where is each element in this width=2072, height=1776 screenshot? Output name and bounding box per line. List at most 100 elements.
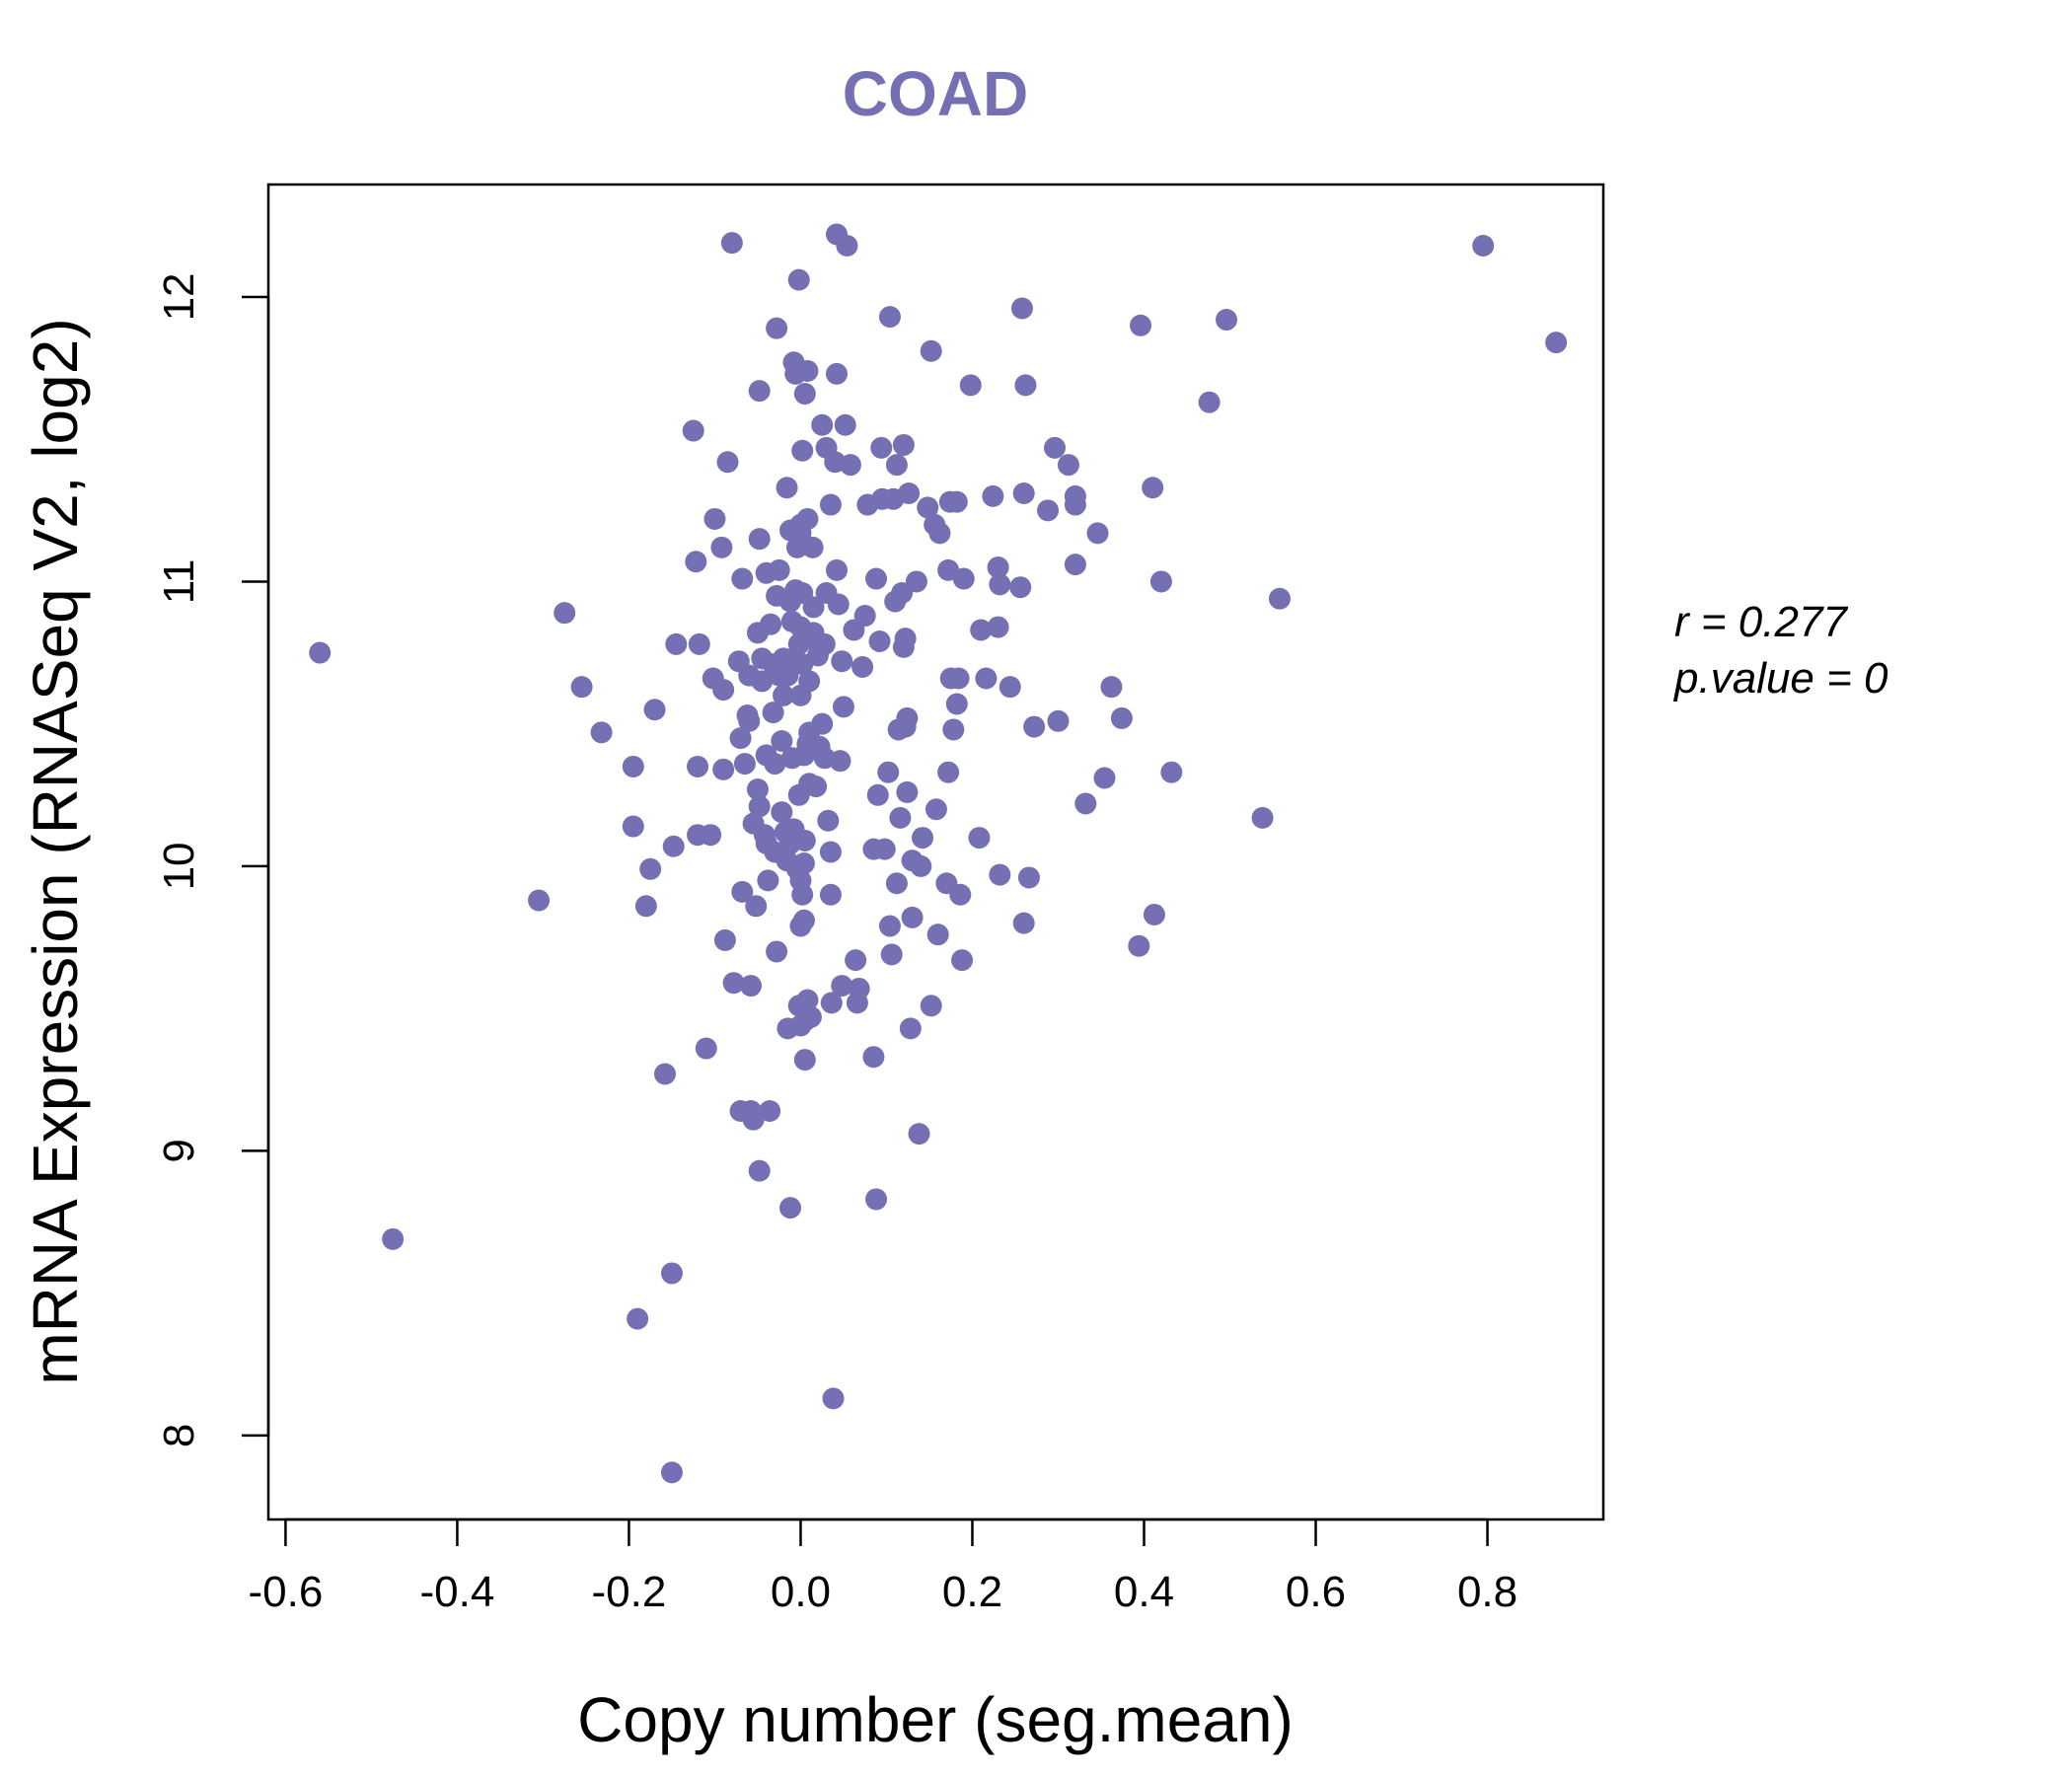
data-point [759, 1100, 781, 1123]
data-point [787, 268, 810, 291]
data-point [687, 755, 709, 777]
data-point [1545, 332, 1568, 354]
y-axis: 8 9 10 11 12 [155, 272, 270, 1447]
data-point [817, 809, 840, 832]
data-point [762, 702, 784, 724]
data-point [885, 454, 908, 477]
data-point [738, 709, 761, 732]
data-point [1251, 806, 1274, 829]
data-point [1012, 912, 1035, 934]
data-point [877, 761, 900, 783]
data-point [1057, 454, 1079, 477]
data-point [682, 419, 704, 442]
data-point [873, 838, 896, 860]
data-point [528, 889, 551, 912]
data-point [892, 433, 915, 456]
data-point [660, 1461, 683, 1484]
x-tick-label: -0.6 [248, 1568, 323, 1616]
data-point [796, 507, 819, 530]
data-point [792, 909, 815, 931]
data-point [848, 977, 870, 999]
data-point [811, 712, 834, 735]
data-point [945, 693, 968, 715]
data-point [836, 235, 858, 258]
data-point [832, 696, 854, 718]
data-point [570, 676, 593, 699]
x-tick-label: 0.0 [771, 1568, 831, 1616]
data-point [880, 943, 903, 966]
data-point [773, 684, 795, 706]
data-point [627, 1307, 649, 1330]
data-point [748, 528, 771, 551]
x-tick-label: 0.4 [1114, 1568, 1174, 1616]
correlation-r: r = 0.277 [1674, 598, 1848, 646]
data-point [764, 753, 786, 776]
data-point [1086, 522, 1109, 545]
data-point [801, 536, 824, 558]
data-point [819, 883, 842, 906]
data-point [827, 593, 850, 616]
data-point [695, 1037, 717, 1060]
data-point [748, 1159, 771, 1182]
y-tick-label: 9 [155, 1139, 203, 1162]
data-point [722, 972, 745, 995]
data-point [751, 670, 774, 693]
data-point [949, 883, 972, 906]
data-point [1047, 709, 1070, 732]
p-value: p.value = 0 [1672, 654, 1888, 703]
data-point [942, 718, 965, 741]
data-point [813, 632, 836, 655]
data-point [834, 413, 856, 436]
data-point [791, 883, 814, 906]
data-point [839, 454, 861, 477]
data-point [766, 317, 788, 339]
data-point [798, 670, 821, 693]
data-point [639, 857, 662, 880]
data-point [700, 824, 722, 847]
data-point [382, 1227, 405, 1250]
data-point [1130, 314, 1152, 336]
data-point [926, 924, 949, 946]
data-point [1017, 866, 1040, 889]
data-point [1198, 391, 1221, 413]
data-point [748, 795, 771, 818]
data-point [1009, 576, 1032, 599]
data-point [590, 721, 613, 744]
data-point [1472, 235, 1495, 258]
data-point [970, 619, 993, 641]
x-tick-label: -0.4 [420, 1568, 495, 1616]
x-tick-label: -0.2 [592, 1568, 667, 1616]
data-point [792, 852, 815, 875]
data-point [779, 1197, 802, 1220]
data-point [937, 761, 960, 783]
data-point [1064, 554, 1086, 576]
data-point [951, 949, 974, 972]
data-point [554, 602, 576, 625]
plot-frame [266, 183, 1605, 1521]
data-point [831, 650, 853, 673]
data-point [894, 628, 917, 650]
chart-title: COAD [843, 58, 1028, 129]
data-point [796, 359, 819, 382]
data-point [952, 567, 975, 590]
data-point [713, 928, 736, 951]
data-point [703, 507, 726, 530]
data-point [866, 783, 889, 806]
y-axis-label: mRNA Expression (RNASeq V2, log2) [20, 318, 91, 1384]
data-point [660, 1262, 683, 1285]
data-point [865, 567, 888, 590]
data-point [716, 451, 739, 474]
y-tick-label: 8 [155, 1424, 203, 1447]
data-point [1160, 761, 1183, 783]
data-point [865, 1188, 888, 1211]
data-point [733, 753, 756, 776]
data-point [826, 558, 849, 581]
data-point [968, 827, 991, 850]
data-point [720, 232, 743, 255]
data-point [831, 975, 853, 998]
data-point [982, 484, 1004, 507]
data-point [771, 801, 793, 824]
data-point [771, 729, 793, 752]
data-point [910, 854, 932, 877]
data-point [811, 413, 834, 436]
